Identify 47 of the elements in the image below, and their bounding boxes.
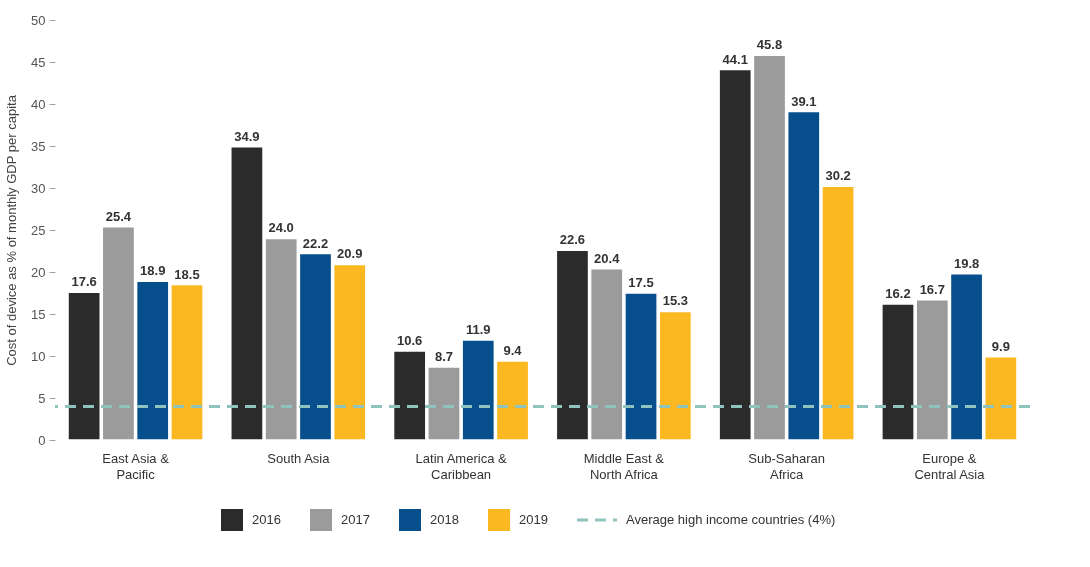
data-label: 17.5 (628, 275, 654, 290)
x-tick-label: Latin America & Caribbean (415, 450, 507, 482)
y-tick-label: 20 (31, 264, 46, 280)
data-label: 25.4 (105, 208, 132, 224)
data-label: 8.7 (434, 348, 454, 364)
data-label: 11.9 (465, 322, 491, 338)
data-label: 15.3 (662, 293, 688, 309)
data-label: 22.2 (302, 235, 329, 251)
y-tick-label: 30 (31, 180, 46, 196)
y-tick-label: 0 (38, 432, 46, 448)
legend-label: 2016 (252, 512, 281, 527)
data-label: 9.4 (503, 343, 523, 359)
data-label: 16.2 (885, 285, 911, 301)
data-label: 45.8 (756, 37, 783, 53)
y-tick-label: 50 (31, 12, 46, 28)
x-tick-label: East Asia & Pacific (102, 450, 170, 482)
data-label: 44.1 (722, 51, 748, 67)
data-label: 20.9 (337, 246, 363, 262)
x-tick-label: Middle East & North Africa (583, 450, 665, 482)
data-label: 34.9 (234, 128, 260, 144)
data-label: 30.2 (825, 168, 851, 184)
data-label: 18.5 (174, 266, 200, 282)
x-tick-label: South Asia (267, 450, 331, 466)
x-tick-label: Sub-Saharan Africa (748, 450, 825, 482)
data-label: 19.8 (953, 255, 980, 271)
y-tick-label: 10 (31, 348, 46, 364)
data-label: 39.1 (791, 93, 817, 109)
legend-label: 2017 (341, 512, 370, 527)
y-tick-label: 35 (31, 138, 46, 154)
legend-label: Average high income countries (4%) (626, 512, 836, 527)
legend-label: 2018 (430, 512, 459, 527)
data-label: 24.0 (268, 220, 294, 236)
y-tick-label: 15 (31, 306, 46, 322)
data-label: 9.9 (991, 338, 1010, 354)
y-tick-label: 45 (31, 54, 46, 70)
y-axis-title: Cost of device as % of monthly GDP per capita (4, 94, 20, 366)
y-tick-label: 40 (31, 96, 46, 112)
data-label: 17.6 (71, 274, 97, 290)
y-tick-label: 5 (38, 390, 46, 406)
legend-label: 2019 (519, 512, 548, 527)
data-label: 20.4 (594, 250, 621, 266)
y-tick-label: 25 (31, 222, 46, 238)
data-label: 10.6 (397, 332, 423, 348)
data-label: 22.6 (559, 232, 586, 248)
data-label: 16.7 (919, 281, 945, 297)
data-label: 18.9 (140, 263, 166, 279)
x-tick-label: Europe & Central Asia (914, 450, 986, 482)
